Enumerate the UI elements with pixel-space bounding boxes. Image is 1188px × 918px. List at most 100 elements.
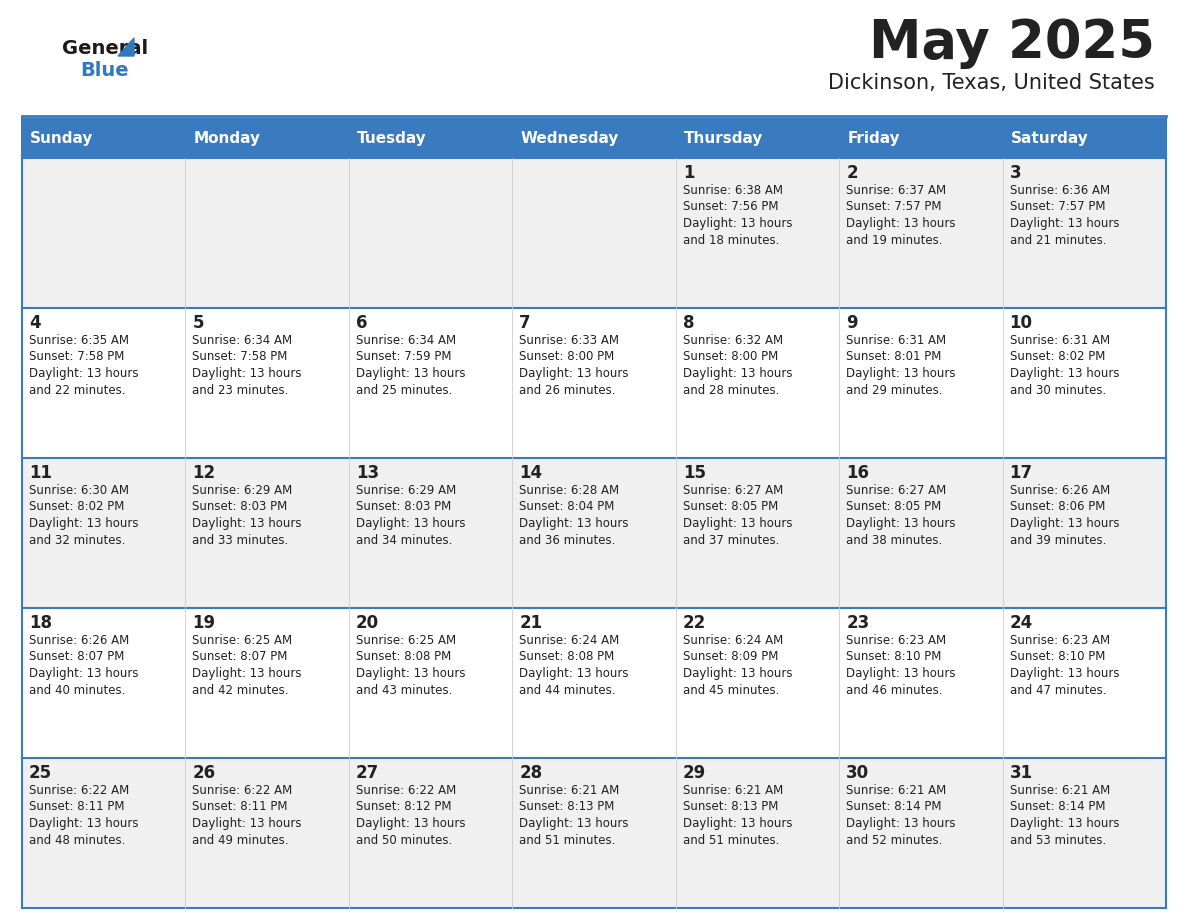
Text: 4: 4	[29, 314, 40, 332]
Text: Sunrise: 6:32 AM: Sunrise: 6:32 AM	[683, 334, 783, 347]
Bar	[512, 158, 676, 308]
Bar	[676, 758, 839, 908]
Text: 15: 15	[683, 464, 706, 482]
Text: and 22 minutes.: and 22 minutes.	[29, 384, 126, 397]
Text: Sunset: 8:14 PM: Sunset: 8:14 PM	[846, 800, 942, 813]
Text: Sunrise: 6:34 AM: Sunrise: 6:34 AM	[192, 334, 292, 347]
Text: 5: 5	[192, 314, 204, 332]
Bar	[512, 758, 676, 908]
Bar	[676, 608, 839, 758]
Text: Daylight: 13 hours: Daylight: 13 hours	[683, 367, 792, 380]
Text: and 48 minutes.: and 48 minutes.	[29, 834, 126, 846]
Text: Daylight: 13 hours: Daylight: 13 hours	[683, 817, 792, 830]
Text: Daylight: 13 hours: Daylight: 13 hours	[519, 667, 628, 680]
Text: Sunset: 7:58 PM: Sunset: 7:58 PM	[192, 351, 287, 364]
Text: and 40 minutes.: and 40 minutes.	[29, 684, 126, 697]
Text: 17: 17	[1010, 464, 1032, 482]
Text: Daylight: 13 hours: Daylight: 13 hours	[846, 667, 955, 680]
Text: Sunrise: 6:22 AM: Sunrise: 6:22 AM	[29, 784, 129, 797]
Text: Sunrise: 6:28 AM: Sunrise: 6:28 AM	[519, 484, 619, 497]
Text: Sunset: 8:06 PM: Sunset: 8:06 PM	[1010, 500, 1105, 513]
Text: 28: 28	[519, 764, 543, 782]
Text: Daylight: 13 hours: Daylight: 13 hours	[1010, 817, 1119, 830]
Bar	[676, 308, 839, 458]
Text: Sunrise: 6:21 AM: Sunrise: 6:21 AM	[846, 784, 947, 797]
Text: Sunset: 8:04 PM: Sunset: 8:04 PM	[519, 500, 614, 513]
Bar	[23, 158, 185, 308]
Bar	[1003, 608, 1165, 758]
Bar	[349, 118, 512, 158]
Bar	[676, 118, 839, 158]
Bar	[512, 608, 676, 758]
Text: Sunrise: 6:38 AM: Sunrise: 6:38 AM	[683, 184, 783, 197]
Text: and 45 minutes.: and 45 minutes.	[683, 684, 779, 697]
Text: and 49 minutes.: and 49 minutes.	[192, 834, 289, 846]
Bar	[23, 458, 185, 608]
Text: Tuesday: Tuesday	[356, 130, 426, 145]
Bar	[185, 758, 349, 908]
Text: 14: 14	[519, 464, 543, 482]
Text: Sunset: 8:03 PM: Sunset: 8:03 PM	[356, 500, 451, 513]
Text: Sunrise: 6:25 AM: Sunrise: 6:25 AM	[192, 634, 292, 647]
Bar	[185, 158, 349, 308]
Text: Sunset: 7:59 PM: Sunset: 7:59 PM	[356, 351, 451, 364]
Text: and 52 minutes.: and 52 minutes.	[846, 834, 942, 846]
Text: Sunrise: 6:37 AM: Sunrise: 6:37 AM	[846, 184, 947, 197]
Bar	[839, 308, 1003, 458]
Text: 3: 3	[1010, 164, 1022, 182]
Text: and 33 minutes.: and 33 minutes.	[192, 533, 289, 546]
Text: 27: 27	[356, 764, 379, 782]
Text: Daylight: 13 hours: Daylight: 13 hours	[683, 217, 792, 230]
Text: Sunrise: 6:21 AM: Sunrise: 6:21 AM	[683, 784, 783, 797]
Text: Daylight: 13 hours: Daylight: 13 hours	[29, 667, 139, 680]
Text: Sunset: 8:02 PM: Sunset: 8:02 PM	[1010, 351, 1105, 364]
Text: Sunset: 8:10 PM: Sunset: 8:10 PM	[1010, 651, 1105, 664]
Text: Sunset: 8:07 PM: Sunset: 8:07 PM	[192, 651, 287, 664]
Text: Sunset: 8:12 PM: Sunset: 8:12 PM	[356, 800, 451, 813]
Bar	[23, 308, 185, 458]
Text: Daylight: 13 hours: Daylight: 13 hours	[1010, 217, 1119, 230]
Text: Daylight: 13 hours: Daylight: 13 hours	[846, 517, 955, 530]
Text: 21: 21	[519, 614, 543, 632]
Text: Sunrise: 6:25 AM: Sunrise: 6:25 AM	[356, 634, 456, 647]
Text: Sunset: 7:56 PM: Sunset: 7:56 PM	[683, 200, 778, 214]
Text: 2: 2	[846, 164, 858, 182]
Text: Daylight: 13 hours: Daylight: 13 hours	[192, 517, 302, 530]
Bar	[676, 158, 839, 308]
Bar	[23, 608, 185, 758]
Text: Sunrise: 6:26 AM: Sunrise: 6:26 AM	[29, 634, 129, 647]
Text: Sunset: 8:11 PM: Sunset: 8:11 PM	[192, 800, 287, 813]
Text: and 18 minutes.: and 18 minutes.	[683, 233, 779, 247]
Text: Daylight: 13 hours: Daylight: 13 hours	[29, 517, 139, 530]
Text: and 26 minutes.: and 26 minutes.	[519, 384, 615, 397]
Text: and 23 minutes.: and 23 minutes.	[192, 384, 289, 397]
Text: and 32 minutes.: and 32 minutes.	[29, 533, 126, 546]
Text: Sunset: 8:00 PM: Sunset: 8:00 PM	[683, 351, 778, 364]
Text: and 29 minutes.: and 29 minutes.	[846, 384, 942, 397]
Text: Daylight: 13 hours: Daylight: 13 hours	[519, 517, 628, 530]
Text: 31: 31	[1010, 764, 1032, 782]
Text: Monday: Monday	[194, 130, 260, 145]
Text: 25: 25	[29, 764, 52, 782]
Text: Sunset: 7:57 PM: Sunset: 7:57 PM	[846, 200, 942, 214]
Text: Sunrise: 6:23 AM: Sunrise: 6:23 AM	[1010, 634, 1110, 647]
Text: Sunset: 8:08 PM: Sunset: 8:08 PM	[356, 651, 451, 664]
Bar	[676, 458, 839, 608]
Text: Dickinson, Texas, United States: Dickinson, Texas, United States	[828, 73, 1155, 93]
Text: and 37 minutes.: and 37 minutes.	[683, 533, 779, 546]
Text: and 21 minutes.: and 21 minutes.	[1010, 233, 1106, 247]
Text: Sunrise: 6:24 AM: Sunrise: 6:24 AM	[683, 634, 783, 647]
Text: Daylight: 13 hours: Daylight: 13 hours	[29, 817, 139, 830]
Text: and 51 minutes.: and 51 minutes.	[519, 834, 615, 846]
Text: 20: 20	[356, 614, 379, 632]
Text: and 43 minutes.: and 43 minutes.	[356, 684, 453, 697]
Text: and 39 minutes.: and 39 minutes.	[1010, 533, 1106, 546]
Text: and 28 minutes.: and 28 minutes.	[683, 384, 779, 397]
Text: and 38 minutes.: and 38 minutes.	[846, 533, 942, 546]
Text: Daylight: 13 hours: Daylight: 13 hours	[356, 367, 466, 380]
Text: Thursday: Thursday	[684, 130, 763, 145]
Bar	[1003, 118, 1165, 158]
Text: Sunset: 8:14 PM: Sunset: 8:14 PM	[1010, 800, 1105, 813]
Text: and 25 minutes.: and 25 minutes.	[356, 384, 453, 397]
Bar	[839, 608, 1003, 758]
